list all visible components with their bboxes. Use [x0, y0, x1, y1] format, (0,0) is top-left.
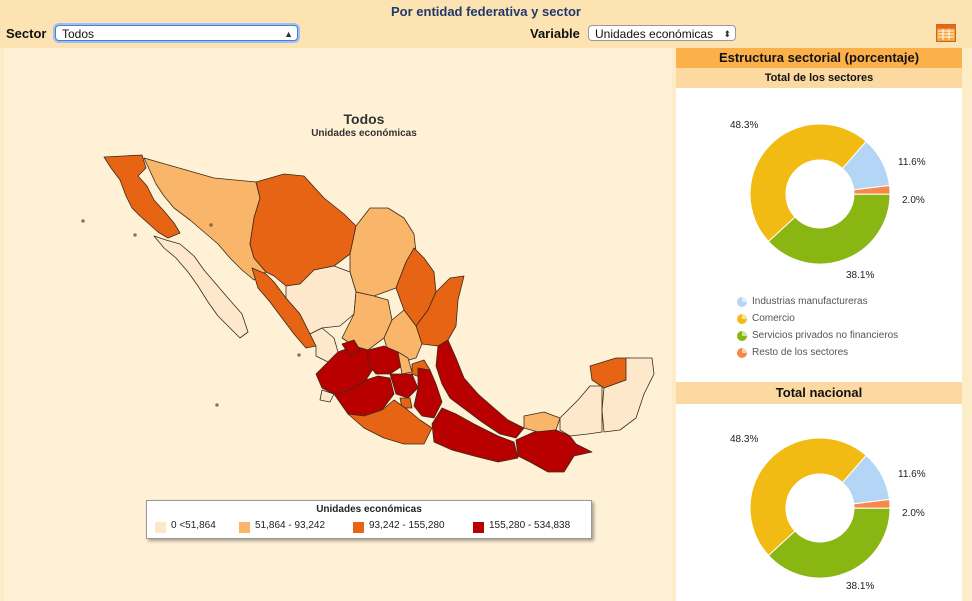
state-guerrero[interactable] [347, 399, 433, 445]
variable-select-value: Unidades económicas [595, 27, 714, 41]
toolbar: Por entidad federativa y sector Sector T… [0, 0, 972, 48]
pct-label-servicios: 38.1% [846, 270, 875, 281]
pct-label-resto: 2.0% [902, 195, 925, 206]
section2-title: Total nacional [676, 382, 962, 404]
legend-item-1: 0 <51,864 [171, 520, 216, 531]
state-veracruz[interactable] [435, 339, 525, 439]
pie-icon [737, 331, 747, 341]
state-oaxaca[interactable] [431, 407, 519, 463]
map-legend: Unidades económicas 0 <51,864 51,864 - 9… [146, 500, 592, 539]
pct-label-comercio: 48.3% [730, 120, 759, 131]
pct-label-comercio-2: 48.3% [730, 434, 759, 445]
sector-structure-panel: Estructura sectorial (porcentaje) Total … [676, 48, 962, 601]
state-tabasco[interactable] [523, 411, 561, 433]
legend-swatch-4 [473, 522, 484, 533]
donut-slice-comercio[interactable] [749, 437, 867, 557]
map-panel: Todos Unidades económicas [4, 48, 672, 601]
state-baja-california[interactable] [103, 154, 181, 239]
state-baja-california-sur[interactable] [153, 235, 249, 339]
state-colima[interactable] [319, 389, 335, 403]
legend-item-2: 51,864 - 93,242 [255, 520, 326, 531]
legend-swatch-1 [155, 522, 166, 533]
state-edomex[interactable] [389, 373, 419, 399]
map-subtitle: Unidades económicas [311, 128, 417, 139]
sector-select-value: Todos [62, 27, 95, 41]
donut-slice-comercio[interactable] [749, 123, 867, 243]
variable-label: Variable [530, 26, 580, 41]
pie-icon [737, 297, 747, 307]
pct-label-manufactureras: 11.6% [898, 157, 926, 168]
legend-title: Unidades económicas [316, 504, 422, 515]
section1-title: Total de los sectores [676, 68, 962, 88]
legend-label: Resto de los sectores [752, 347, 849, 358]
page-title: Por entidad federativa y sector [390, 4, 581, 19]
mexico-map[interactable] [4, 48, 672, 601]
legend-label: Comercio [752, 313, 795, 324]
state-durango[interactable] [285, 265, 357, 335]
legend-item-4: 155,280 - 534,838 [489, 520, 571, 531]
donut-chart-total-sectores[interactable] [746, 120, 894, 268]
map-title: Todos [343, 111, 385, 127]
legend-item-3: 93,242 - 155,280 [369, 520, 445, 531]
state-chiapas[interactable] [515, 429, 593, 473]
panel-header: Estructura sectorial (porcentaje) [676, 48, 962, 68]
state-quintana-roo[interactable] [601, 357, 655, 433]
sector-select[interactable]: Todos ▲ [55, 25, 298, 41]
donut-slice-servicios-privados-no-financieros[interactable] [767, 193, 891, 265]
state-ags[interactable] [341, 339, 361, 357]
legend-label: Servicios privados no financieros [752, 330, 899, 341]
pct-label-resto-2: 2.0% [902, 508, 925, 519]
state-morelos[interactable] [399, 397, 413, 409]
pct-label-manufactureras-2: 11.6% [898, 469, 926, 480]
legend-swatch-2 [239, 522, 250, 533]
legend-label: Industrias manufactureras [752, 296, 868, 307]
pie-icon [737, 348, 747, 358]
legend-swatch-3 [353, 522, 364, 533]
donut-chart-total-nacional[interactable] [746, 434, 894, 582]
state-campeche[interactable] [559, 385, 603, 437]
state-guanajuato[interactable] [367, 345, 403, 375]
select-arrows-icon: ⬍ [723, 29, 731, 39]
state-slp[interactable] [383, 309, 423, 363]
pie-icon [737, 314, 747, 324]
select-arrows-icon: ▲ [284, 29, 293, 39]
variable-select[interactable]: Unidades económicas ⬍ [588, 25, 736, 41]
table-icon[interactable] [936, 24, 956, 42]
sector-label: Sector [6, 26, 47, 41]
pct-label-servicios-2: 38.1% [846, 581, 875, 592]
donut-slice-servicios-privados-no-financieros[interactable] [767, 507, 891, 579]
state-puebla[interactable] [413, 367, 443, 419]
